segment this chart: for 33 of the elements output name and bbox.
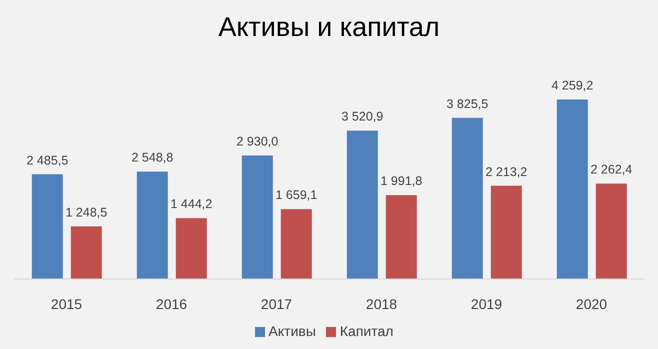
data-label: 1 659,1 [275,188,318,202]
data-label: 3 825,5 [446,96,488,111]
legend-label: Капитал [340,323,394,339]
data-label: 2 930,0 [236,134,278,149]
data-label: 2 213,2 [485,164,528,179]
bar [452,118,483,279]
data-label: 1 444,2 [170,197,212,212]
x-tick-label: 2016 [156,296,188,312]
data-label: 1 248,5 [65,205,108,220]
x-tick-label: 2020 [576,296,608,312]
x-tick-label: 2015 [50,296,82,312]
bar [280,209,312,279]
data-label: 2 548,8 [131,150,174,165]
bar [556,100,588,279]
data-label: 1 991,8 [380,174,422,188]
bar [346,130,378,279]
legend-label: Активы [268,323,316,339]
bar [596,184,627,279]
data-label: 2 262,4 [590,162,632,177]
bar [242,156,273,279]
x-tick-label: 2019 [470,296,502,312]
bar [386,195,417,279]
bar [176,218,207,279]
data-label: 4 259,2 [551,78,594,93]
chart-title: Активы и капитал [217,12,441,43]
bar [70,226,102,279]
bar [490,186,522,279]
data-label: 2 485,5 [26,153,68,168]
x-tick-label: 2018 [366,296,398,312]
bar [136,172,168,279]
bar [32,174,63,279]
data-label: 3 520,9 [341,110,384,124]
x-tick-label: 2017 [260,296,292,312]
